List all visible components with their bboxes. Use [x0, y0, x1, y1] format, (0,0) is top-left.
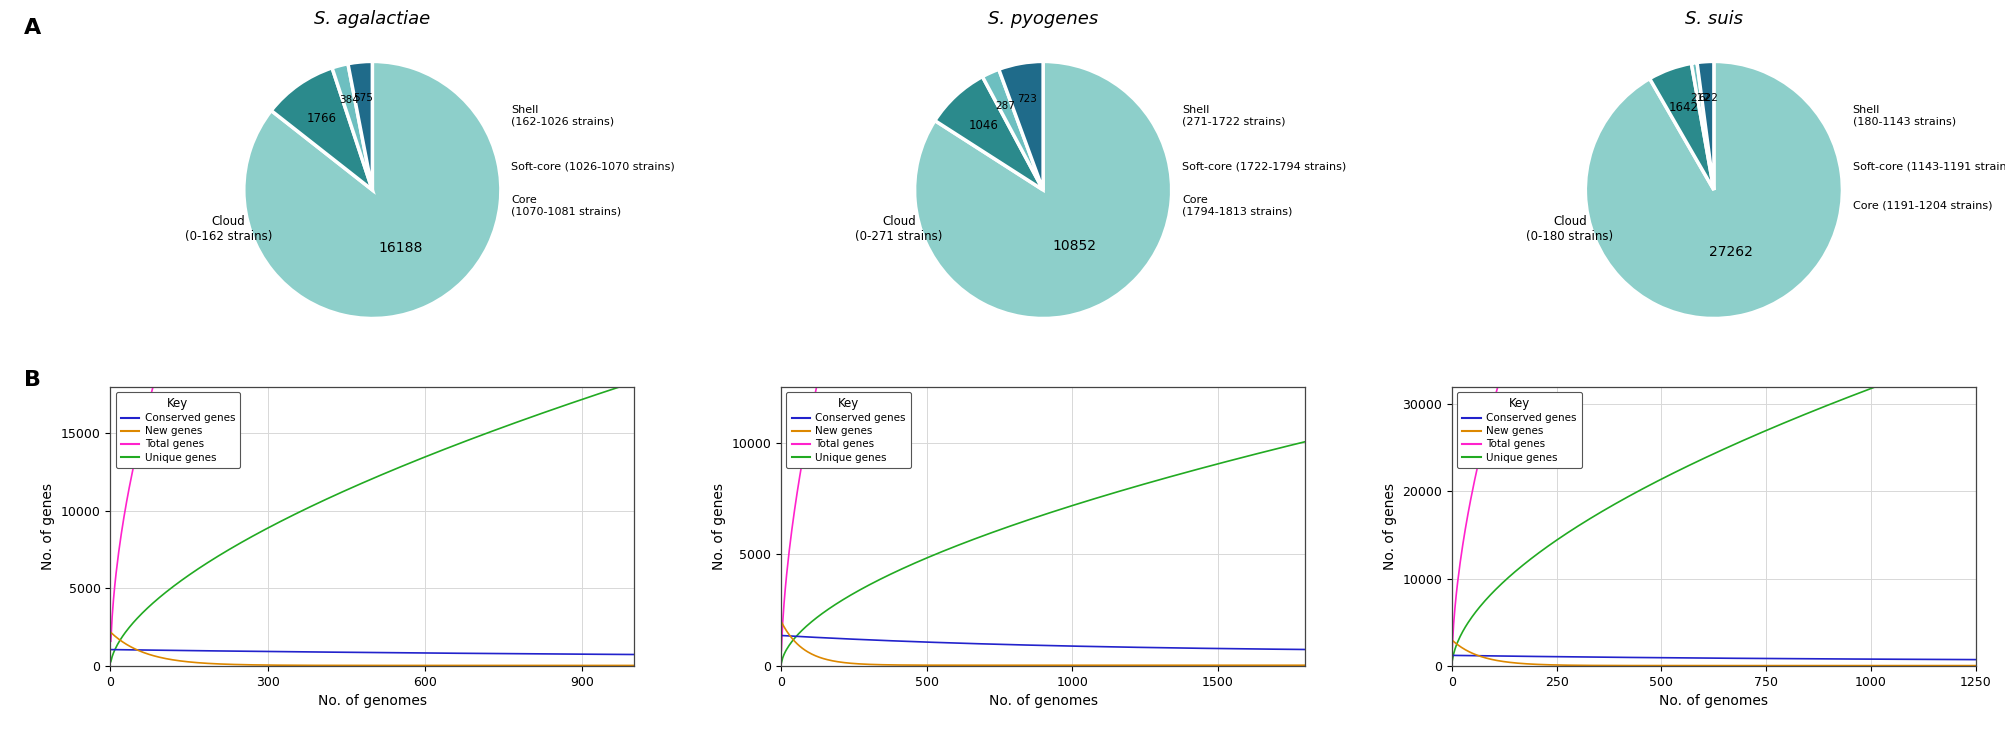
Wedge shape [934, 77, 1043, 190]
Text: 622: 622 [1696, 93, 1716, 102]
Text: 384: 384 [339, 95, 359, 105]
Text: 287: 287 [994, 100, 1015, 111]
Text: 1642: 1642 [1668, 101, 1698, 114]
Wedge shape [1584, 61, 1841, 318]
Text: 1766: 1766 [307, 112, 337, 125]
Wedge shape [998, 61, 1043, 190]
Legend: Conserved genes, New genes, Total genes, Unique genes: Conserved genes, New genes, Total genes,… [116, 392, 241, 468]
Text: Soft-core (1722-1794 strains): Soft-core (1722-1794 strains) [1181, 162, 1345, 172]
Text: Soft-core (1143-1191 strains): Soft-core (1143-1191 strains) [1853, 162, 2005, 172]
Title: S. suis: S. suis [1684, 10, 1742, 28]
Text: Shell
(162-1026 strains): Shell (162-1026 strains) [511, 105, 614, 126]
X-axis label: No. of genomes: No. of genomes [317, 695, 427, 709]
Wedge shape [333, 64, 373, 190]
Wedge shape [1690, 62, 1712, 190]
X-axis label: No. of genomes: No. of genomes [988, 695, 1097, 709]
Wedge shape [914, 61, 1171, 318]
Text: B: B [24, 370, 40, 389]
Text: 212: 212 [1688, 94, 1708, 103]
Text: Core (1191-1204 strains): Core (1191-1204 strains) [1853, 201, 1991, 210]
X-axis label: No. of genomes: No. of genomes [1658, 695, 1768, 709]
Wedge shape [245, 61, 501, 318]
Text: Cloud
(0-162 strains): Cloud (0-162 strains) [184, 214, 273, 242]
Text: 1046: 1046 [968, 119, 998, 132]
Y-axis label: No. of genes: No. of genes [712, 483, 726, 570]
Text: Shell
(180-1143 strains): Shell (180-1143 strains) [1853, 105, 1955, 126]
Text: 16188: 16188 [379, 241, 423, 255]
Wedge shape [347, 61, 373, 190]
Wedge shape [1696, 61, 1712, 190]
Text: 27262: 27262 [1708, 245, 1752, 259]
Text: Soft-core (1026-1070 strains): Soft-core (1026-1070 strains) [511, 162, 674, 172]
Title: S. agalactiae: S. agalactiae [315, 10, 431, 28]
Y-axis label: No. of genes: No. of genes [42, 483, 56, 570]
Legend: Conserved genes, New genes, Total genes, Unique genes: Conserved genes, New genes, Total genes,… [1456, 392, 1582, 468]
Legend: Conserved genes, New genes, Total genes, Unique genes: Conserved genes, New genes, Total genes,… [786, 392, 910, 468]
Y-axis label: No. of genes: No. of genes [1381, 483, 1395, 570]
Text: 575: 575 [353, 93, 373, 102]
Text: Shell
(271-1722 strains): Shell (271-1722 strains) [1181, 105, 1285, 126]
Text: 10852: 10852 [1051, 239, 1095, 253]
Text: Core
(1070-1081 strains): Core (1070-1081 strains) [511, 195, 622, 216]
Text: Core
(1794-1813 strains): Core (1794-1813 strains) [1181, 195, 1291, 216]
Wedge shape [271, 68, 373, 190]
Text: Cloud
(0-271 strains): Cloud (0-271 strains) [854, 214, 942, 242]
Text: 723: 723 [1017, 94, 1037, 104]
Text: A: A [24, 18, 42, 38]
Wedge shape [982, 70, 1043, 190]
Text: Cloud
(0-180 strains): Cloud (0-180 strains) [1526, 214, 1612, 242]
Wedge shape [1648, 64, 1712, 190]
Title: S. pyogenes: S. pyogenes [988, 10, 1097, 28]
